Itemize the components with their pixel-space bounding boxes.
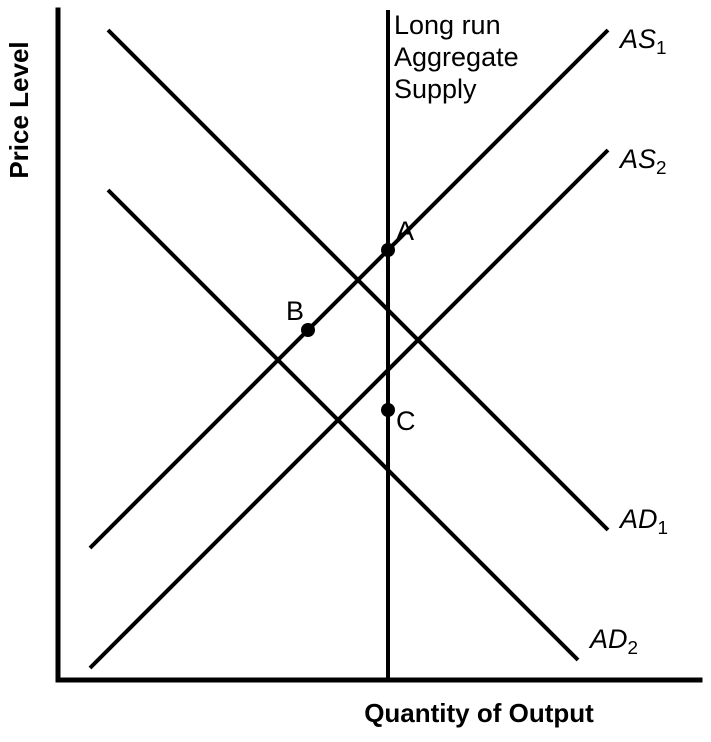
lras-label-line-2: Supply xyxy=(394,74,477,104)
lras-label-line-0: Long run xyxy=(394,10,501,40)
point-label-b: B xyxy=(286,296,304,326)
lras-label-line-1: Aggregate xyxy=(394,42,519,72)
as-ad-diagram: ABCAS1AS2AD1AD2Long runAggregateSupplyQu… xyxy=(0,0,711,742)
x-axis-label: Quantity of Output xyxy=(364,698,594,728)
point-c xyxy=(381,403,395,417)
point-label-c: C xyxy=(396,406,416,436)
chart-svg: ABCAS1AS2AD1AD2Long runAggregateSupplyQu… xyxy=(0,0,711,742)
point-label-a: A xyxy=(396,216,414,246)
point-a xyxy=(381,243,395,257)
y-axis-label: Price Level xyxy=(4,41,34,178)
